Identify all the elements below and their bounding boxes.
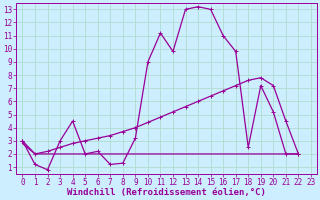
- X-axis label: Windchill (Refroidissement éolien,°C): Windchill (Refroidissement éolien,°C): [67, 188, 266, 197]
